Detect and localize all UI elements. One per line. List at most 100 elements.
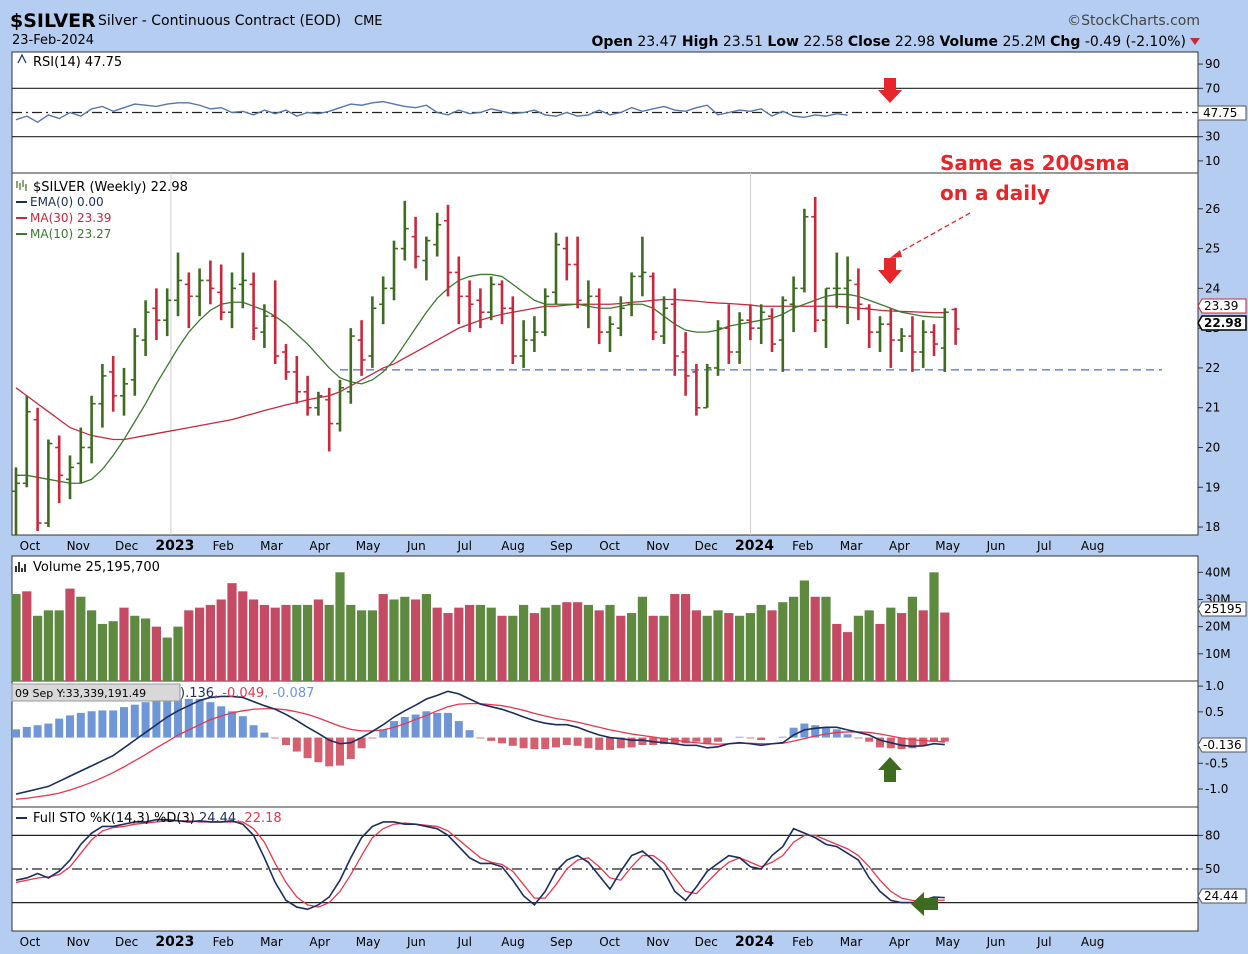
volume-bar [810,596,820,681]
macd-histogram-bar [498,737,506,744]
down-triangle-icon [1190,38,1200,45]
macd-histogram-bar [249,725,258,738]
volume-bar [249,599,259,681]
macd-histogram-bar [606,737,614,750]
volume-bar [357,610,367,681]
ma30-price-label: 23.39 [1204,299,1238,313]
volume-bar [421,594,431,681]
macd-line [15,690,945,795]
volume-bar [540,607,550,681]
price-bar [87,395,96,464]
volume-bar [97,623,107,681]
macd-histogram-bar [778,736,787,738]
volume-bar [767,610,777,681]
x-axis-label: Mar [260,539,283,553]
rsi-title: RSI(14) 47.75 [33,55,122,70]
macd-histogram-bar [454,721,463,738]
volume-bar [119,607,129,681]
macd-histogram-bar [735,736,744,738]
rsi-y-tick-label: 90 [1205,57,1220,71]
macd-histogram-bar [562,737,571,745]
macd-histogram-bar [271,737,280,739]
macd-y-tick-label: -0.5 [1205,756,1228,770]
price-bar [411,216,420,269]
macd-histogram-bar [184,698,193,738]
x-axis-label: Aug [501,539,524,553]
volume-bar [670,594,680,681]
macd-histogram-bar [595,737,604,750]
ma10-legend: MA(10) 23.27 [30,227,111,241]
macd-histogram-bar [346,737,355,759]
rsi-last-value-box [1197,105,1247,121]
macd-histogram-bar [789,727,798,738]
price-bar [55,435,64,504]
macd-histogram-bar [141,702,150,738]
price-bar [843,256,852,325]
volume-bar [799,580,809,681]
price-bar [940,308,949,372]
macd-histogram-bar [692,737,701,742]
macd-panel [11,680,1199,808]
chart-header: $SILVER Silver - Continuous Contract (EO… [10,10,1200,50]
price-y-tick-label: 24 [1205,281,1220,295]
price-bar [487,276,496,321]
macd-histogram-bar [12,729,20,738]
price-bar [951,307,960,345]
volume-bar [411,599,421,681]
macd-histogram-bar [865,737,874,742]
x-axis-label: Sep [550,935,573,949]
volume-bar [270,607,280,681]
quote-line: Open 23.47 High 23.51 Low 22.58 Close 22… [592,34,1186,50]
macd-histogram-bar [174,698,182,738]
price-y-tick-label: 21 [1205,401,1220,415]
macd-histogram-bar [746,737,755,739]
macd-histogram-bar [120,707,128,738]
volume-bar [497,615,507,681]
macd-histogram-bar [292,737,301,752]
volume-bar [281,604,291,681]
macd-histogram-bar [411,714,420,738]
volume-bar [886,607,896,681]
price-bar [778,296,787,372]
crosshair-tooltip [11,683,181,702]
price-bar [930,324,938,356]
x-axis-label: Jun [986,935,1006,949]
volume-bar [616,615,626,681]
price-bar [433,212,442,257]
macd-histogram-bar [217,706,226,738]
macd-last-value: -0.136 [1203,738,1242,752]
price-bar [238,252,247,309]
volume-last-value: 25195 [1204,602,1242,616]
price-bar [22,395,31,488]
volume-bar [875,623,885,681]
price-bar [346,328,355,404]
price-bar [325,387,334,452]
price-bar [152,288,161,341]
volume-bar [605,604,615,681]
macd-histogram-bar [260,732,269,738]
macd-last-tag [1197,737,1247,753]
macd-histogram-bar [357,737,366,749]
price-bar [120,367,128,416]
price-legend: $SILVER (Weekly) 22.98 EMA(0) 0.00 MA(30… [16,180,188,241]
macd-histogram-bar [616,737,625,749]
macd-histogram-bar [919,737,928,746]
volume-bar [756,604,766,681]
volume-bar [335,572,345,681]
macd-y-tick-label: 0.5 [1205,705,1224,719]
price-bar [681,332,690,396]
price-bar [465,280,474,333]
x-axis-label: Apr [309,935,330,949]
x-axis-label: Apr [309,539,330,553]
price-bar [595,288,604,345]
macd-histogram-bar [930,737,938,742]
price-bar [163,288,172,337]
macd-histogram-bar [757,737,766,741]
crosshair-tooltip-text: 09 Sep Y:33,339,191.49 [15,687,146,700]
rsi-y-tick-label: 70 [1205,81,1220,95]
macd-histogram-bar [530,737,539,750]
macd-histogram-bar [130,704,139,738]
volume-bar [141,618,151,681]
price-panel [11,172,1199,536]
price-bar [714,320,722,376]
